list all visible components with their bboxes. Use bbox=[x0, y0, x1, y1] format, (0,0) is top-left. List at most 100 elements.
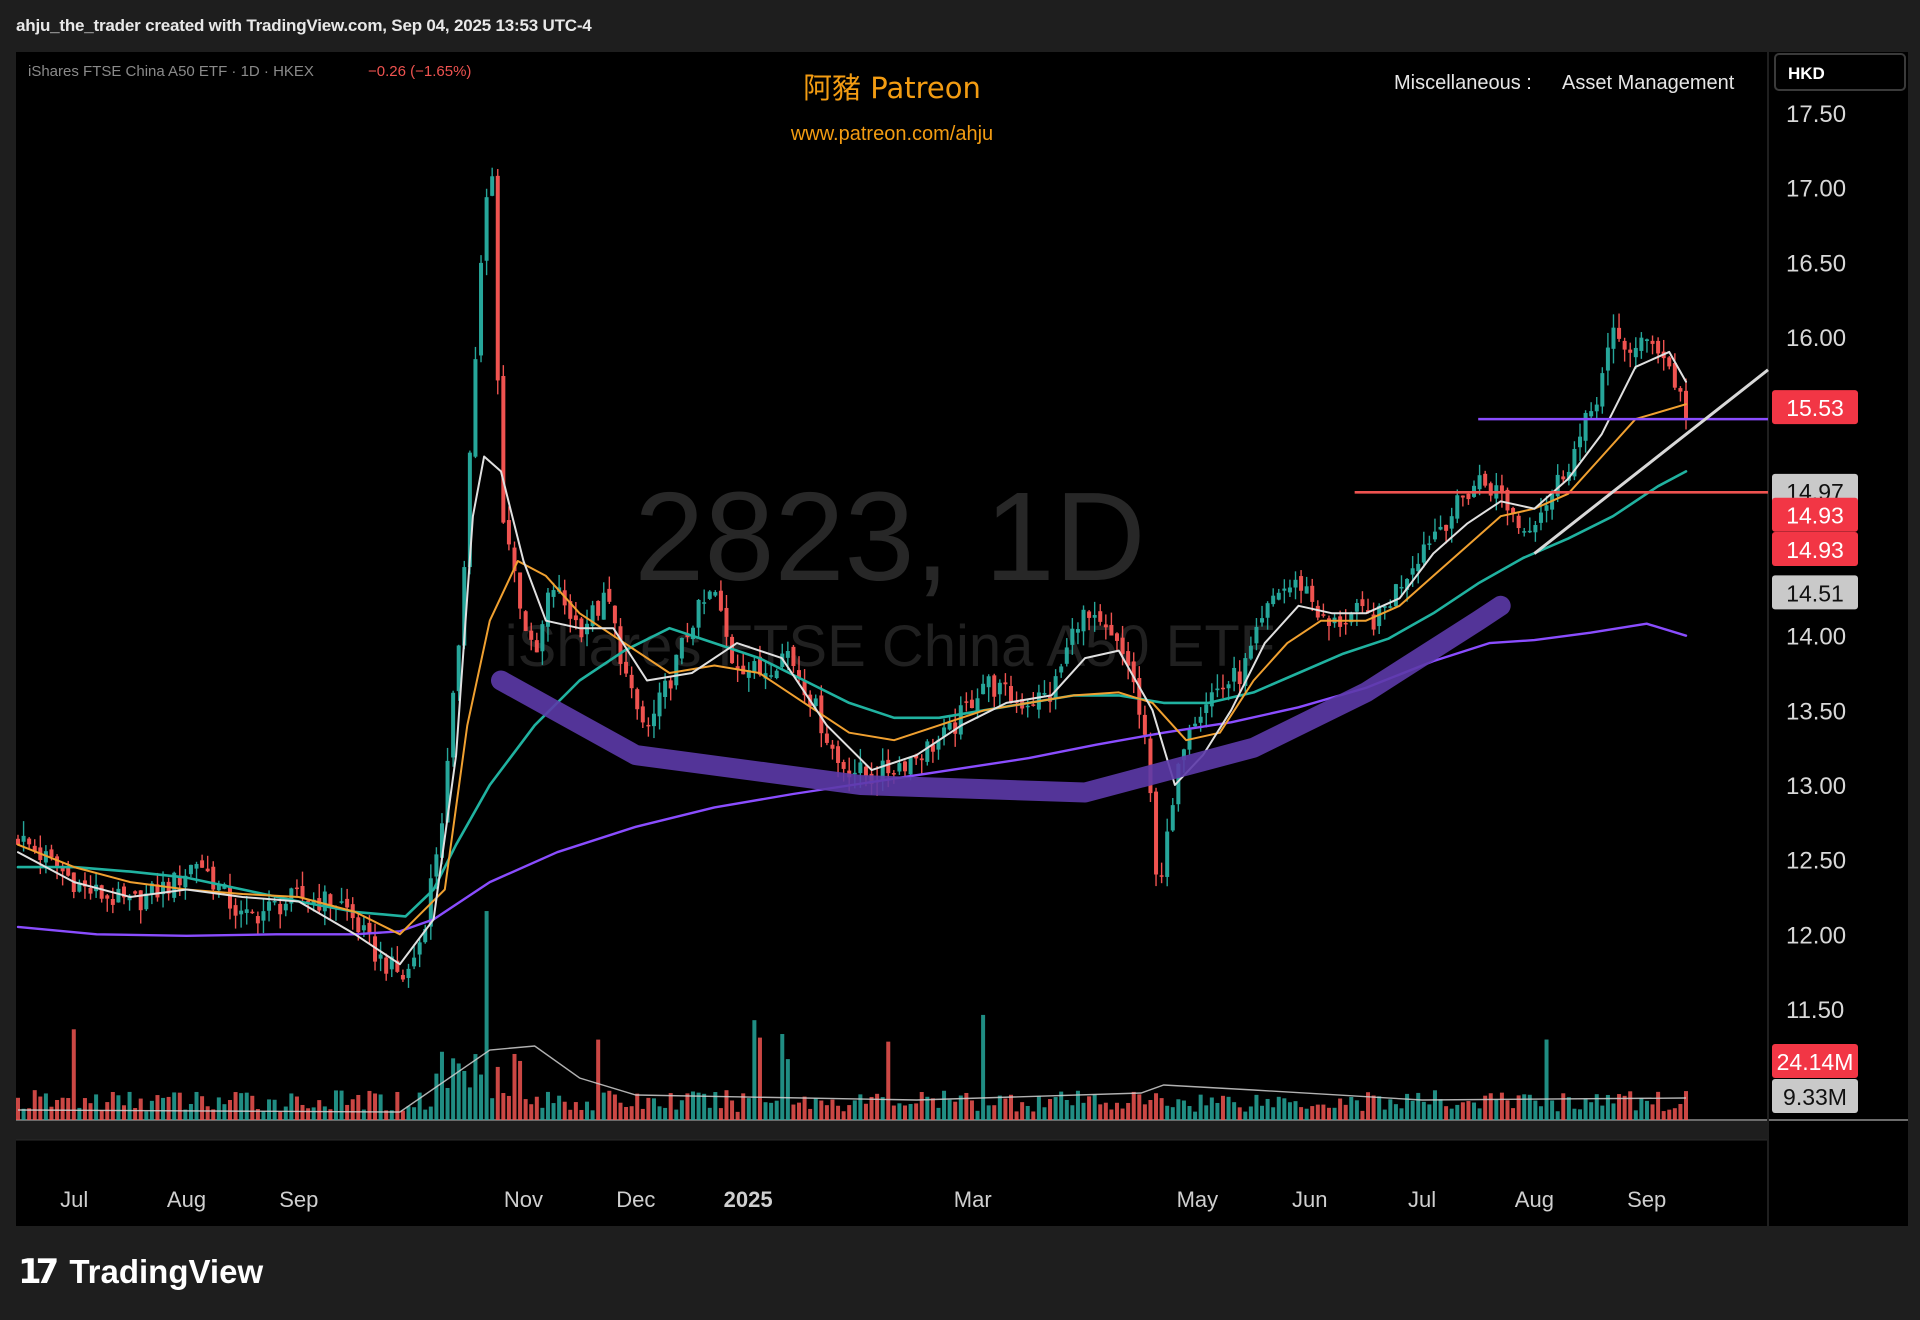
volume-bar bbox=[1109, 1109, 1114, 1120]
candle-body bbox=[601, 592, 606, 620]
volume-bar bbox=[540, 1107, 545, 1120]
volume-bar bbox=[875, 1093, 880, 1120]
candle-body bbox=[484, 197, 489, 261]
candle-body bbox=[60, 867, 65, 872]
candle-body bbox=[908, 757, 913, 775]
volume-bar bbox=[1025, 1105, 1030, 1120]
header-caption: ahju_the_trader created with TradingView… bbox=[16, 16, 592, 35]
volume-bar bbox=[585, 1101, 590, 1120]
volume-bar bbox=[590, 1110, 595, 1120]
candle-body bbox=[942, 727, 947, 737]
volume-bar bbox=[1265, 1098, 1270, 1120]
volume-bar bbox=[1321, 1104, 1326, 1120]
candle-body bbox=[361, 925, 366, 931]
candle-body bbox=[267, 901, 272, 911]
candle-body bbox=[1555, 474, 1560, 497]
volume-bar bbox=[1393, 1104, 1398, 1120]
volume-bar bbox=[696, 1092, 701, 1120]
volume-bar bbox=[691, 1091, 696, 1120]
volume-bar bbox=[484, 911, 489, 1120]
candle-body bbox=[384, 957, 389, 974]
candle-body bbox=[1299, 576, 1304, 591]
candle-body bbox=[1271, 595, 1276, 605]
volume-bar bbox=[1008, 1094, 1013, 1120]
candle-body bbox=[1544, 505, 1549, 511]
price-tick-label: 13.00 bbox=[1786, 773, 1846, 800]
volume-bar bbox=[328, 1109, 333, 1120]
volume-bar bbox=[780, 1034, 785, 1120]
volume-bar bbox=[1053, 1097, 1058, 1120]
candle-body bbox=[250, 911, 255, 914]
candle-body bbox=[651, 713, 656, 727]
volume-bar bbox=[657, 1106, 662, 1120]
candle-body bbox=[1265, 603, 1270, 618]
volume-bar bbox=[1343, 1104, 1348, 1120]
volume-bar bbox=[506, 1095, 511, 1120]
candle-body bbox=[1405, 578, 1410, 590]
volume-bar bbox=[523, 1099, 528, 1120]
volume-bar bbox=[439, 1051, 444, 1120]
volume-bar bbox=[836, 1105, 841, 1120]
volume-bar bbox=[802, 1096, 807, 1120]
volume-bar bbox=[283, 1106, 288, 1120]
volume-bar bbox=[1209, 1097, 1214, 1120]
volume-bar bbox=[495, 1066, 500, 1120]
currency-button[interactable] bbox=[1774, 53, 1906, 91]
volume-bar bbox=[1488, 1093, 1493, 1120]
candle-body bbox=[635, 689, 640, 710]
candle-body bbox=[992, 675, 997, 697]
currency-label[interactable]: HKD bbox=[1788, 64, 1825, 83]
candle-body bbox=[523, 611, 528, 631]
volume-bar bbox=[858, 1094, 863, 1120]
time-axis-panel bbox=[16, 1140, 1908, 1226]
volume-bar bbox=[1020, 1102, 1025, 1120]
candle-body bbox=[1633, 347, 1638, 358]
candle-body bbox=[545, 592, 550, 627]
volume-bar bbox=[1103, 1102, 1108, 1120]
candle-body bbox=[306, 900, 311, 903]
price-tag: 14.51 bbox=[1786, 580, 1844, 606]
volume-bar bbox=[1036, 1096, 1041, 1120]
volume-bar bbox=[914, 1103, 919, 1120]
candle-body bbox=[434, 854, 439, 877]
symbol-label[interactable]: iShares FTSE China A50 ETF · 1D · HKEX bbox=[28, 63, 314, 80]
candle-body bbox=[283, 903, 288, 911]
candle-body bbox=[1583, 412, 1588, 441]
volume-bar bbox=[930, 1098, 935, 1120]
candle-body bbox=[1176, 763, 1181, 805]
volume-bar bbox=[473, 1054, 478, 1120]
candle-body bbox=[127, 895, 132, 901]
volume-bar bbox=[607, 1090, 612, 1120]
candle-body bbox=[1366, 610, 1371, 613]
candle-body bbox=[155, 884, 160, 898]
volume-bar bbox=[406, 1106, 411, 1120]
candle-body bbox=[467, 452, 472, 568]
candle-body bbox=[1059, 666, 1064, 673]
volume-bar bbox=[345, 1104, 350, 1120]
tradingview-logo[interactable]: 17 TradingView bbox=[18, 1250, 263, 1294]
volume-bar bbox=[1382, 1109, 1387, 1120]
price-tick-label: 17.00 bbox=[1786, 176, 1846, 203]
candle-body bbox=[1622, 340, 1627, 350]
volume-bar bbox=[1405, 1093, 1410, 1120]
candle-body bbox=[1449, 516, 1454, 529]
candle-body bbox=[1432, 531, 1437, 540]
volume-bar bbox=[534, 1096, 539, 1120]
volume-bar bbox=[1371, 1095, 1376, 1120]
volume-bar bbox=[445, 1087, 450, 1120]
volume-bar bbox=[289, 1093, 294, 1120]
volume-bar bbox=[1148, 1099, 1153, 1120]
volume-bar bbox=[60, 1097, 65, 1120]
volume-bar bbox=[1198, 1094, 1203, 1120]
volume-bar bbox=[395, 1091, 400, 1120]
volume-bar bbox=[612, 1094, 617, 1120]
candle-body bbox=[573, 615, 578, 621]
candle-body bbox=[679, 637, 684, 659]
candle-body bbox=[1215, 688, 1220, 691]
candle-body bbox=[300, 886, 305, 899]
candle-body bbox=[612, 605, 617, 624]
volume-bar bbox=[116, 1095, 121, 1120]
volume-bar bbox=[66, 1098, 71, 1120]
volume-bar bbox=[1427, 1104, 1432, 1120]
